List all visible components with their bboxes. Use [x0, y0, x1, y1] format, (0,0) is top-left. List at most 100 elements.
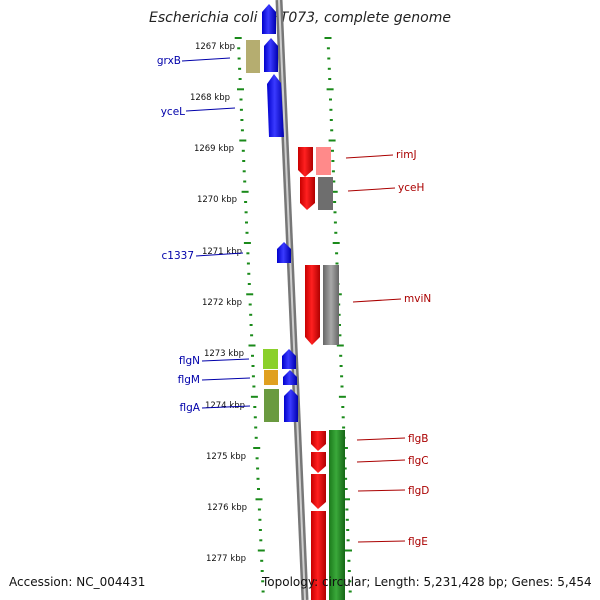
leader-flgA — [201, 405, 251, 409]
track-tick — [238, 78, 242, 80]
cog-boxes — [246, 40, 345, 600]
track-tick — [340, 375, 344, 378]
track-tick — [335, 252, 339, 255]
gene-label-rimJ: rimJ — [396, 149, 417, 161]
gene-arrow-flgE — [311, 511, 326, 600]
gene-arrow-flgB — [311, 431, 326, 451]
track-tick — [333, 211, 337, 214]
track-tick — [337, 313, 341, 316]
leader-flgB — [356, 437, 406, 441]
tick-label: 1273 kbp — [204, 349, 244, 359]
track-tick — [258, 529, 262, 531]
track-tick — [326, 88, 334, 91]
track-tick — [251, 354, 254, 357]
track-tick — [338, 395, 346, 398]
track-tick — [239, 139, 247, 142]
track-tick — [247, 272, 251, 275]
gene-arrow-yceH — [300, 177, 315, 210]
gene-arrow-top — [262, 4, 276, 34]
track-tick — [328, 139, 336, 142]
track-tick — [257, 549, 265, 552]
track-tick — [334, 231, 338, 234]
track-tick — [240, 119, 244, 121]
gene-arrow-flgD — [311, 474, 326, 509]
track-tick — [256, 467, 260, 470]
gene-label-yceH: yceH — [398, 182, 424, 194]
gene-label-flgD: flgD — [408, 485, 429, 497]
track-tick — [239, 108, 243, 111]
track-tick — [248, 344, 256, 347]
gene-label-flgA: flgA — [180, 402, 201, 414]
track-tick — [342, 426, 346, 429]
track-tick — [240, 129, 244, 132]
track-tick — [234, 37, 242, 39]
cog-box — [318, 177, 333, 210]
track-tick — [329, 98, 332, 101]
gene-label-flgE: flgE — [408, 536, 428, 548]
track-tick — [339, 365, 343, 367]
gene-label-flgN: flgN — [179, 355, 200, 367]
track-tick — [259, 539, 263, 542]
track-tick — [330, 190, 338, 193]
track-tick — [243, 180, 247, 183]
track-tick — [253, 416, 257, 419]
cog-box — [264, 389, 279, 422]
track-tick — [327, 57, 331, 60]
track-tick — [257, 488, 260, 490]
track-tick — [239, 98, 243, 101]
gene-label-mviN: mviN — [404, 293, 431, 305]
track-tick — [333, 221, 337, 224]
track-tick — [247, 283, 251, 285]
track-tick — [249, 313, 253, 316]
track-tick — [248, 303, 252, 306]
track-tick — [253, 406, 257, 408]
track-tick — [328, 78, 332, 80]
track-tick — [253, 447, 261, 449]
tick-label: 1270 kbp — [197, 195, 237, 205]
track-tick — [348, 580, 352, 583]
tick-label: 1269 kbp — [194, 144, 234, 154]
track-tick — [329, 108, 333, 111]
tick-label: 1275 kbp — [206, 452, 246, 462]
tick-label: 1277 kbp — [206, 554, 246, 564]
track-tick — [244, 211, 248, 214]
tick-tracks — [234, 37, 352, 593]
gene-label-grxB: grxB — [157, 55, 181, 67]
track-tick — [246, 293, 254, 296]
gene-arrows — [262, 4, 326, 600]
track-tick — [332, 242, 340, 244]
track-tick — [348, 590, 352, 593]
track-tick — [343, 498, 350, 501]
tick-label: 1268 kbp — [190, 93, 230, 103]
track-tick — [339, 354, 343, 357]
cog-box — [316, 147, 331, 175]
cog-box — [329, 430, 345, 600]
tick-label: 1276 kbp — [207, 503, 247, 513]
track-tick — [249, 324, 253, 326]
leader-yceH — [347, 187, 396, 192]
leader-flgN — [201, 358, 250, 362]
track-tick — [338, 334, 342, 337]
track-tick — [329, 119, 333, 121]
track-tick — [251, 365, 255, 367]
gene-arrow-grxB — [264, 38, 278, 72]
track-tick — [330, 129, 334, 132]
leader-flgD — [357, 489, 406, 492]
track-tick — [237, 88, 244, 91]
track-tick — [261, 590, 265, 593]
track-tick — [244, 201, 248, 203]
track-tick — [260, 559, 264, 562]
gene-labels: grxB yceL rimJ yceH c1337 mviN flgN flgM… — [157, 55, 431, 548]
track-tick — [246, 252, 250, 255]
track-tick — [347, 570, 351, 572]
track-tick — [250, 395, 258, 398]
track-tick — [260, 570, 264, 572]
track-tick — [338, 324, 341, 326]
track-tick — [261, 580, 265, 583]
label-leaders — [181, 57, 406, 543]
track-tick — [241, 149, 245, 152]
track-tick — [331, 170, 335, 173]
track-tick — [324, 37, 332, 39]
cog-box — [246, 40, 260, 73]
gene-label-c1337: c1337 — [162, 250, 195, 262]
